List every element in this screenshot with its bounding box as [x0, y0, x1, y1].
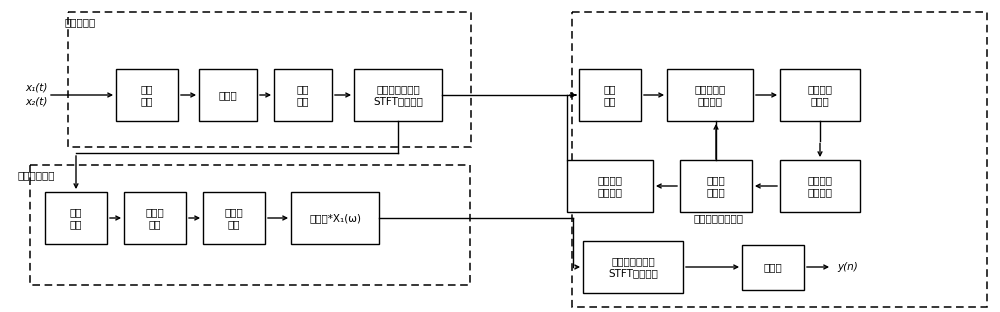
- Text: 更新通道
噪声估计: 更新通道 噪声估计: [598, 175, 622, 197]
- Bar: [742, 245, 804, 290]
- Bar: [572, 12, 987, 307]
- Text: 短时傅里叶变换
STFT（合成）: 短时傅里叶变换 STFT（合成）: [608, 256, 658, 278]
- Bar: [274, 69, 332, 121]
- Bar: [583, 241, 683, 293]
- Text: 预处理过程: 预处理过程: [64, 17, 96, 27]
- Bar: [203, 192, 265, 244]
- Text: 重置噪声
更新标志: 重置噪声 更新标志: [808, 175, 832, 197]
- Bar: [68, 12, 471, 147]
- Text: 预加重: 预加重: [219, 90, 237, 100]
- Bar: [30, 165, 470, 285]
- Text: 归一化
映射: 归一化 映射: [225, 207, 243, 229]
- Text: 分帧
加窗: 分帧 加窗: [297, 84, 309, 106]
- Text: 掩蔽值*X₁(ω): 掩蔽值*X₁(ω): [309, 213, 361, 223]
- Bar: [199, 69, 257, 121]
- Bar: [291, 192, 379, 244]
- Text: y(n): y(n): [838, 262, 858, 272]
- Bar: [124, 192, 186, 244]
- Text: 波束成形过程: 波束成形过程: [17, 170, 55, 180]
- Text: 幅度
对齐: 幅度 对齐: [70, 207, 82, 229]
- Text: 离散
采样: 离散 采样: [141, 84, 153, 106]
- Bar: [667, 69, 753, 121]
- Text: 计算通道信
噪比指数: 计算通道信 噪比指数: [694, 84, 726, 106]
- Bar: [116, 69, 178, 121]
- Bar: [354, 69, 442, 121]
- Text: 方向性
函数: 方向性 函数: [146, 207, 164, 229]
- Bar: [680, 160, 752, 212]
- Bar: [780, 160, 860, 212]
- Text: x₂(t): x₂(t): [25, 97, 47, 107]
- Text: 短时傅里叶变换
STFT（分析）: 短时傅里叶变换 STFT（分析）: [373, 84, 423, 106]
- Bar: [567, 160, 653, 212]
- Text: 后置维纳滤波过程: 后置维纳滤波过程: [693, 213, 743, 223]
- Text: 去加重: 去加重: [764, 262, 782, 272]
- Text: 划分
通道: 划分 通道: [604, 84, 616, 106]
- Text: 计算对数
谱偏差: 计算对数 谱偏差: [808, 84, 832, 106]
- Bar: [579, 69, 641, 121]
- Text: x₁(t): x₁(t): [25, 83, 47, 93]
- Bar: [780, 69, 860, 121]
- Text: 计算通
道增益: 计算通 道增益: [707, 175, 725, 197]
- Bar: [45, 192, 107, 244]
